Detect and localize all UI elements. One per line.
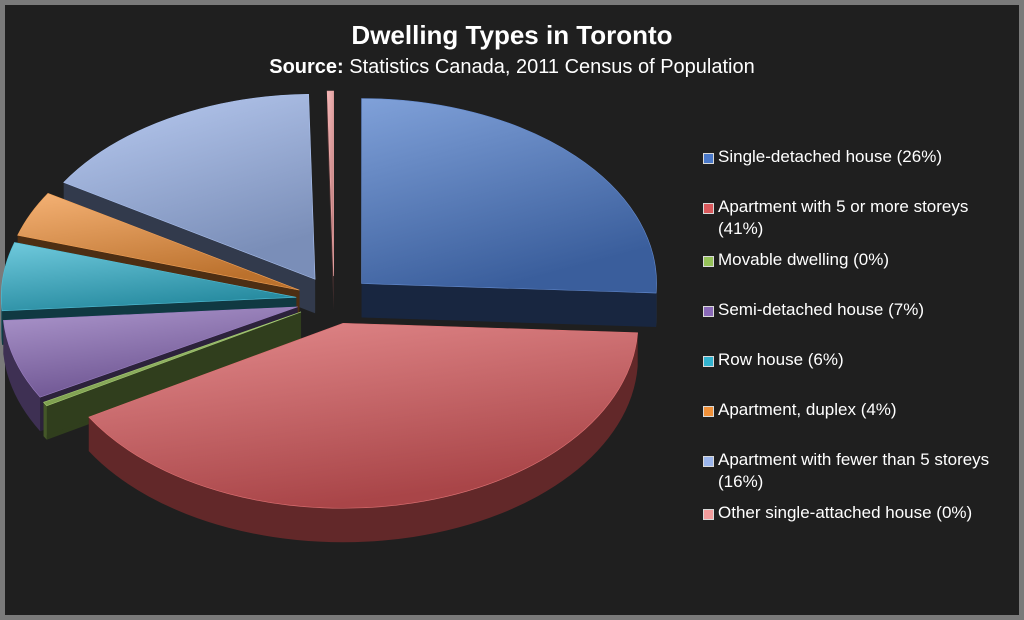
slice-top (1, 242, 297, 312)
legend-item: Apartment, duplex (4%) (703, 399, 1018, 421)
legend-swatch (703, 356, 714, 367)
legend-item: Single-detached house (26%) (703, 146, 1018, 168)
slice-top (88, 322, 638, 509)
legend-swatch (703, 509, 714, 520)
legend-label: Row house (6%) (718, 350, 844, 369)
slice-side-face (361, 283, 657, 328)
slice-top (43, 311, 302, 407)
legend-item: Row house (6%) (703, 349, 1018, 371)
legend-item: Movable dwelling (0%) (703, 249, 1018, 271)
slice-rim (88, 332, 638, 543)
chart-title: Dwelling Types in Toronto (351, 20, 673, 50)
legend-item: Apartment with 5 or more storeys (41%) (703, 196, 1018, 240)
slice-top (326, 90, 334, 277)
legend-label: Movable dwelling (0%) (718, 250, 890, 269)
slice-top (361, 98, 657, 294)
slice-rim (3, 320, 41, 432)
legend-label: Other single-attached house (0%) (718, 503, 973, 522)
pie-slice (326, 90, 334, 311)
legend-label: Single-detached house (26%) (718, 147, 942, 166)
subtitle-label: Source: (269, 56, 344, 78)
legend-swatch (703, 256, 714, 267)
legend-item: Other single-attached house (0%) (703, 502, 1018, 524)
legend-label: Apartment with fewer than 5 storeys (16%… (718, 450, 990, 491)
legend-item: Semi-detached house (7%) (703, 299, 1018, 321)
legend-swatch (703, 153, 714, 164)
legend-item: Apartment with fewer than 5 storeys (16%… (703, 449, 1018, 493)
pie-slice (361, 98, 657, 328)
legend-swatch (703, 203, 714, 214)
subtitle-text: Statistics Canada, 2011 Census of Popula… (349, 56, 755, 78)
slice-top (17, 192, 300, 291)
slice-side-face (43, 311, 302, 437)
slice-top (3, 306, 298, 398)
slice-top (63, 93, 316, 280)
legend-swatch (703, 306, 714, 317)
legend-label: Apartment with 5 or more storeys (41%) (718, 197, 969, 238)
legend-label: Apartment, duplex (4%) (718, 400, 897, 419)
chart-subtitle: Source: Statistics Canada, 2011 Census o… (0, 56, 1024, 79)
slice-rim (43, 402, 47, 440)
legend-swatch (703, 406, 714, 417)
legend-swatch (703, 456, 714, 467)
pie-slice (88, 322, 638, 543)
legend-label: Semi-detached house (7%) (718, 300, 925, 319)
pie-slice (43, 311, 302, 440)
